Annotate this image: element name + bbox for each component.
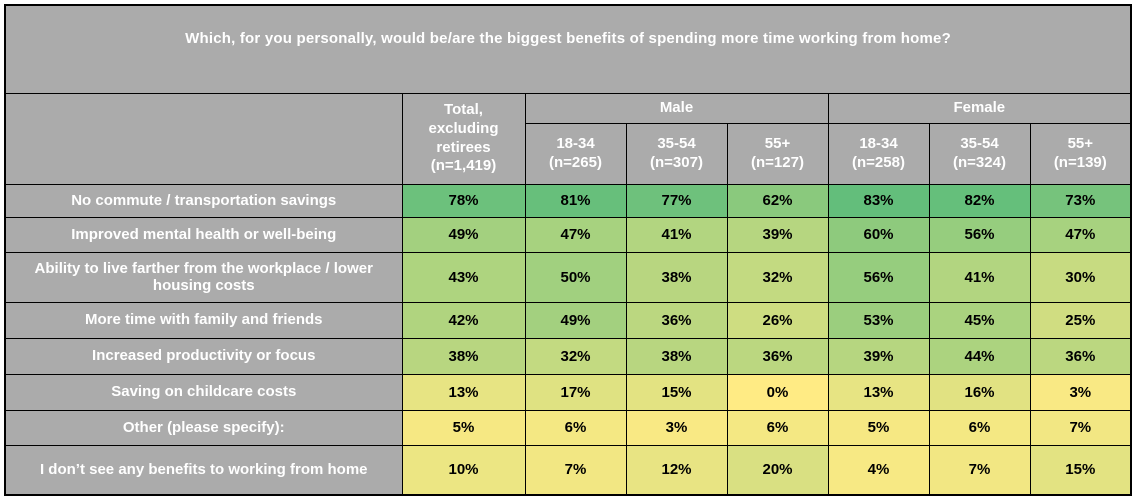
value-cell: 4% [827,444,930,496]
column-header-male-35-54: 35-54 (n=307) [625,122,728,185]
value-cell: 13% [827,373,930,411]
sample-size-label: (n=258) [852,153,905,171]
value-cell: 6% [928,409,1031,446]
value-cell: 16% [928,373,1031,411]
column-header-blank [4,92,403,185]
column-header-female-18-34: 18-34 (n=258) [827,122,930,185]
table-title: Which, for you personally, would be/are … [4,4,1132,94]
value-cell: 17% [524,373,627,411]
value-cell: 12% [625,444,728,496]
value-cell: 82% [928,183,1031,218]
table-row: Other (please specify): 5% 6% 3% 6% 5% 6% 7% [4,409,1132,446]
value-cell: 32% [726,251,829,303]
age-range-label: 55+ [1067,134,1094,152]
value-cell: 56% [827,251,930,303]
value-cell: 60% [827,216,930,253]
sample-size-label: (n=324) [953,153,1006,171]
value-cell: 38% [625,251,728,303]
value-cell: 7% [1029,409,1132,446]
column-group-female: Female [827,92,1132,124]
row-label: Saving on childcare costs [4,373,403,411]
value-cell: 30% [1029,251,1132,303]
value-cell: 42% [401,301,526,339]
row-label: No commute / transportation savings [4,183,403,218]
value-cell: 43% [401,251,526,303]
value-cell: 38% [401,337,526,375]
table-row: No commute / transportation savings 78% 81… [4,183,1132,218]
value-cell: 56% [928,216,1031,253]
age-range-label: 55+ [764,134,791,152]
row-label: Ability to live farther from the workpla… [4,251,403,303]
value-cell: 3% [625,409,728,446]
value-cell: 26% [726,301,829,339]
value-cell: 50% [524,251,627,303]
column-header-male-55plus: 55+ (n=127) [726,122,829,185]
row-label: More time with family and friends [4,301,403,339]
value-cell: 47% [524,216,627,253]
value-cell: 47% [1029,216,1132,253]
value-cell: 81% [524,183,627,218]
value-cell: 36% [726,337,829,375]
value-cell: 15% [1029,444,1132,496]
value-cell: 25% [1029,301,1132,339]
sample-size-label: (n=307) [650,153,703,171]
table-row: Saving on childcare costs 13% 17% 15% 0% 13% 1… [4,373,1132,411]
column-header-total: Total, excluding retirees (n=1,419) [401,92,526,185]
value-cell: 10% [401,444,526,496]
value-cell: 6% [524,409,627,446]
value-cell: 3% [1029,373,1132,411]
value-cell: 49% [524,301,627,339]
table-row: More time with family and friends 42% 49% 3… [4,301,1132,339]
value-cell: 38% [625,337,728,375]
value-cell: 39% [827,337,930,375]
value-cell: 13% [401,373,526,411]
value-cell: 78% [401,183,526,218]
value-cell: 6% [726,409,829,446]
value-cell: 41% [625,216,728,253]
value-cell: 0% [726,373,829,411]
value-cell: 20% [726,444,829,496]
sample-size-label: (n=139) [1053,153,1107,171]
value-cell: 5% [401,409,526,446]
value-cell: 49% [401,216,526,253]
age-range-label: 18-34 [556,134,595,152]
table-row: Ability to live farther from the workpla… [4,251,1132,303]
value-cell: 73% [1029,183,1132,218]
value-cell: 5% [827,409,930,446]
value-cell: 7% [524,444,627,496]
benefits-table: Which, for you personally, would be/are … [4,4,1132,496]
value-cell: 39% [726,216,829,253]
row-label: I don’t see any benefits to working from… [4,444,403,496]
column-header-male-18-34: 18-34 (n=265) [524,122,627,185]
value-cell: 7% [928,444,1031,496]
table-row: Improved mental health or well-being 49% 4… [4,216,1132,253]
age-range-label: 35-54 [657,134,696,152]
sample-size-label: (n=265) [549,153,602,171]
row-label: Increased productivity or focus [4,337,403,375]
row-label: Other (please specify): [4,409,403,446]
value-cell: 44% [928,337,1031,375]
table-row: Increased productivity or focus 38% 32% 38%… [4,337,1132,375]
table-row: I don’t see any benefits to working from… [4,444,1132,496]
value-cell: 53% [827,301,930,339]
value-cell: 62% [726,183,829,218]
survey-results-table: Which, for you personally, would be/are … [4,4,1132,496]
row-label: Improved mental health or well-being [4,216,403,253]
value-cell: 32% [524,337,627,375]
age-range-label: 35-54 [960,134,999,152]
sample-size-label: (n=127) [751,153,804,171]
age-range-label: 18-34 [859,134,898,152]
column-header-female-55plus: 55+ (n=139) [1029,122,1132,185]
value-cell: 15% [625,373,728,411]
value-cell: 77% [625,183,728,218]
value-cell: 45% [928,301,1031,339]
value-cell: 83% [827,183,930,218]
value-cell: 36% [625,301,728,339]
value-cell: 36% [1029,337,1132,375]
column-group-male: Male [524,92,829,124]
column-header-female-35-54: 35-54 (n=324) [928,122,1031,185]
value-cell: 41% [928,251,1031,303]
